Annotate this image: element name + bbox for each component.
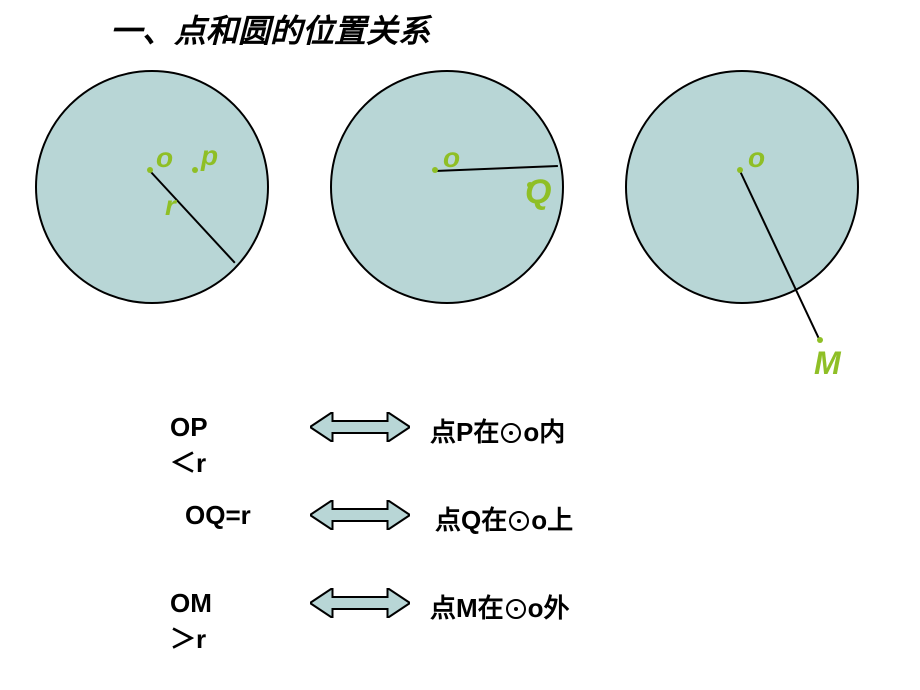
label-q: Q (525, 173, 551, 212)
relation-2-right: 点Q在 o上 (435, 500, 573, 537)
circle-1 (35, 70, 269, 304)
center-dot-2 (432, 167, 438, 173)
relation-3-right-suffix: o外 (528, 593, 570, 623)
label-o-2: o (443, 142, 460, 174)
double-arrow-2 (310, 500, 410, 530)
relation-3-right: 点M在 o外 (430, 588, 570, 625)
center-dot-3 (737, 167, 743, 173)
circle-o-symbol-1 (501, 423, 521, 443)
circle-o-symbol-2 (509, 511, 529, 531)
relation-1-left: OP＜r (170, 412, 208, 480)
label-m: M (814, 345, 841, 382)
circle-3 (625, 70, 859, 304)
relation-3-right-prefix: 点M在 (430, 593, 504, 623)
point-m-dot (817, 337, 823, 343)
double-arrow-3 (310, 588, 410, 618)
relation-3-left: OM＞r (170, 588, 212, 656)
relation-2-right-suffix: o上 (531, 505, 573, 535)
relation-2-left: OQ=r (185, 500, 251, 531)
point-p-dot (192, 167, 198, 173)
relation-1-right-suffix: o内 (523, 417, 565, 447)
page-title: 一、点和圆的位置关系 (110, 6, 430, 52)
label-o-3: o (748, 142, 765, 174)
relation-1-right: 点P在 o内 (430, 412, 565, 449)
relation-2-right-prefix: 点Q在 (435, 505, 507, 535)
double-arrow-1 (310, 412, 410, 442)
label-p: p (201, 140, 218, 172)
relation-1-right-prefix: 点P在 (430, 417, 499, 447)
label-o-1: o (156, 142, 173, 174)
label-r: r (165, 190, 176, 222)
center-dot-1 (147, 167, 153, 173)
circle-o-symbol-3 (506, 599, 526, 619)
